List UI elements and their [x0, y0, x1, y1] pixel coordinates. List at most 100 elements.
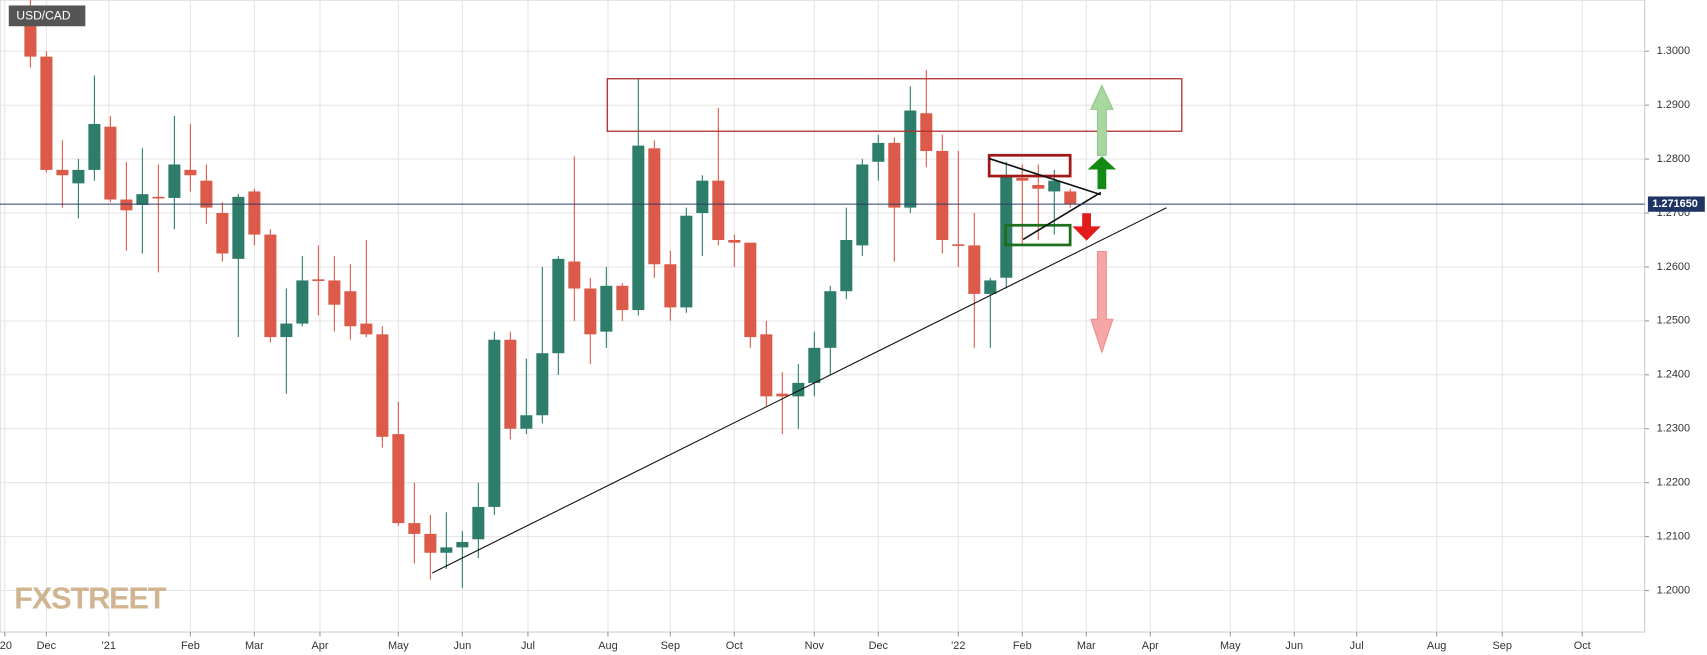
triangle-upper [988, 157, 1102, 196]
candle-body [232, 196, 245, 259]
candle-body [168, 164, 181, 198]
x-tick-label: Feb [181, 640, 200, 652]
symbol-badge [8, 5, 86, 27]
candle-body [920, 113, 933, 151]
candle-body [408, 523, 421, 534]
candle-body [536, 353, 549, 416]
y-tick-label: 1.2800 [1657, 153, 1690, 165]
candle-body [184, 169, 197, 176]
candle-body [712, 180, 725, 240]
candle-body [152, 196, 165, 199]
upper-box [987, 153, 1072, 178]
candle-body [104, 126, 117, 200]
candle-body [952, 244, 965, 246]
x-tick-label: Dec [37, 640, 57, 652]
candle-body [392, 434, 405, 524]
candle-body [552, 258, 565, 354]
candle-body [456, 541, 469, 548]
candle-body [808, 347, 821, 383]
y-tick-label: 1.2100 [1657, 530, 1690, 542]
candle-body [504, 339, 517, 429]
candle-body [376, 334, 389, 437]
lower-box [1004, 223, 1072, 247]
candle-body [1032, 184, 1045, 189]
candle-body [936, 150, 949, 240]
candle-body [328, 280, 341, 305]
up-arrow [1087, 156, 1117, 190]
candle-body [744, 242, 757, 338]
candle-body [760, 334, 773, 397]
candle-body [344, 291, 357, 327]
x-tick-label: '20 [0, 640, 12, 652]
x-tick-label: Mar [245, 640, 264, 652]
candle-body [360, 323, 373, 335]
candle-body [1064, 191, 1077, 204]
annotations [431, 78, 1183, 574]
candle-body [280, 323, 293, 338]
candle-body [56, 169, 69, 176]
candle-body [664, 264, 677, 308]
y-tick-label: 1.2400 [1657, 369, 1690, 381]
candle-body [776, 393, 789, 397]
candle-body [440, 547, 453, 553]
x-tick-label: Jul [521, 640, 535, 652]
x-tick-label: Oct [1574, 640, 1591, 652]
candle-body [296, 280, 309, 324]
x-tick-label: May [388, 640, 409, 652]
y-tick-label: 1.2700 [1657, 207, 1690, 219]
candle-body [248, 191, 261, 235]
watermark: FXSTREET [14, 581, 167, 615]
y-tick-label: 1.2500 [1657, 315, 1690, 327]
x-tick-label: '21 [102, 640, 116, 652]
target-up-arrow [1090, 83, 1114, 156]
x-tick-label: Apr [1142, 640, 1159, 652]
x-tick-label: Oct [726, 640, 743, 652]
candle-body [520, 415, 533, 429]
candle-body [968, 245, 981, 294]
candle-body [856, 164, 869, 246]
resistance-zone [606, 78, 1183, 132]
candle-body [680, 215, 693, 308]
last-price-badge [1647, 196, 1705, 212]
candle-body [136, 194, 149, 205]
x-tick-label: Nov [805, 640, 825, 652]
candle-body [40, 56, 53, 170]
triangle-lower [1022, 191, 1102, 241]
candle-body [216, 213, 229, 254]
y-tick-label: 1.2300 [1657, 423, 1690, 435]
candles [24, 0, 1077, 588]
x-tick-label: Feb [1013, 640, 1032, 652]
y-tick-label: 1.2900 [1657, 99, 1690, 111]
candle-body [312, 279, 325, 281]
x-tick-label: Apr [311, 640, 328, 652]
x-tick-label: '22 [951, 640, 965, 652]
y-tick-label: 1.2600 [1657, 261, 1690, 273]
trendline [431, 207, 1167, 574]
x-tick-label: Aug [1427, 640, 1446, 652]
last-price-label: 1.271650 [1652, 198, 1698, 210]
candle-body [984, 280, 997, 294]
y-tick-label: 1.2200 [1657, 477, 1690, 489]
candle-body [424, 533, 437, 553]
candle-body [696, 180, 709, 214]
y-tick-label: 1.3000 [1657, 45, 1690, 57]
candle-body [728, 239, 741, 243]
candle-body [1048, 180, 1061, 192]
candle-body [568, 261, 581, 289]
candle-body [1016, 177, 1029, 181]
symbol: USD/CAD [16, 9, 70, 23]
candle-body [888, 142, 901, 208]
axes: 1.2000 1.2100 1.2200 1.2300 1.2400 1.2500 1.26… [0, 45, 1705, 652]
x-tick-label: May [1220, 640, 1241, 652]
candle-body [472, 506, 485, 540]
candle-body [648, 148, 661, 265]
candle-body [616, 285, 629, 311]
down-arrow [1072, 213, 1101, 241]
candle-body [264, 234, 277, 338]
x-tick-label: Jun [454, 640, 472, 652]
candle-body [824, 291, 837, 348]
x-tick-label: Sep [1493, 640, 1512, 652]
candle-body [584, 288, 597, 335]
x-tick-label: Mar [1077, 640, 1096, 652]
